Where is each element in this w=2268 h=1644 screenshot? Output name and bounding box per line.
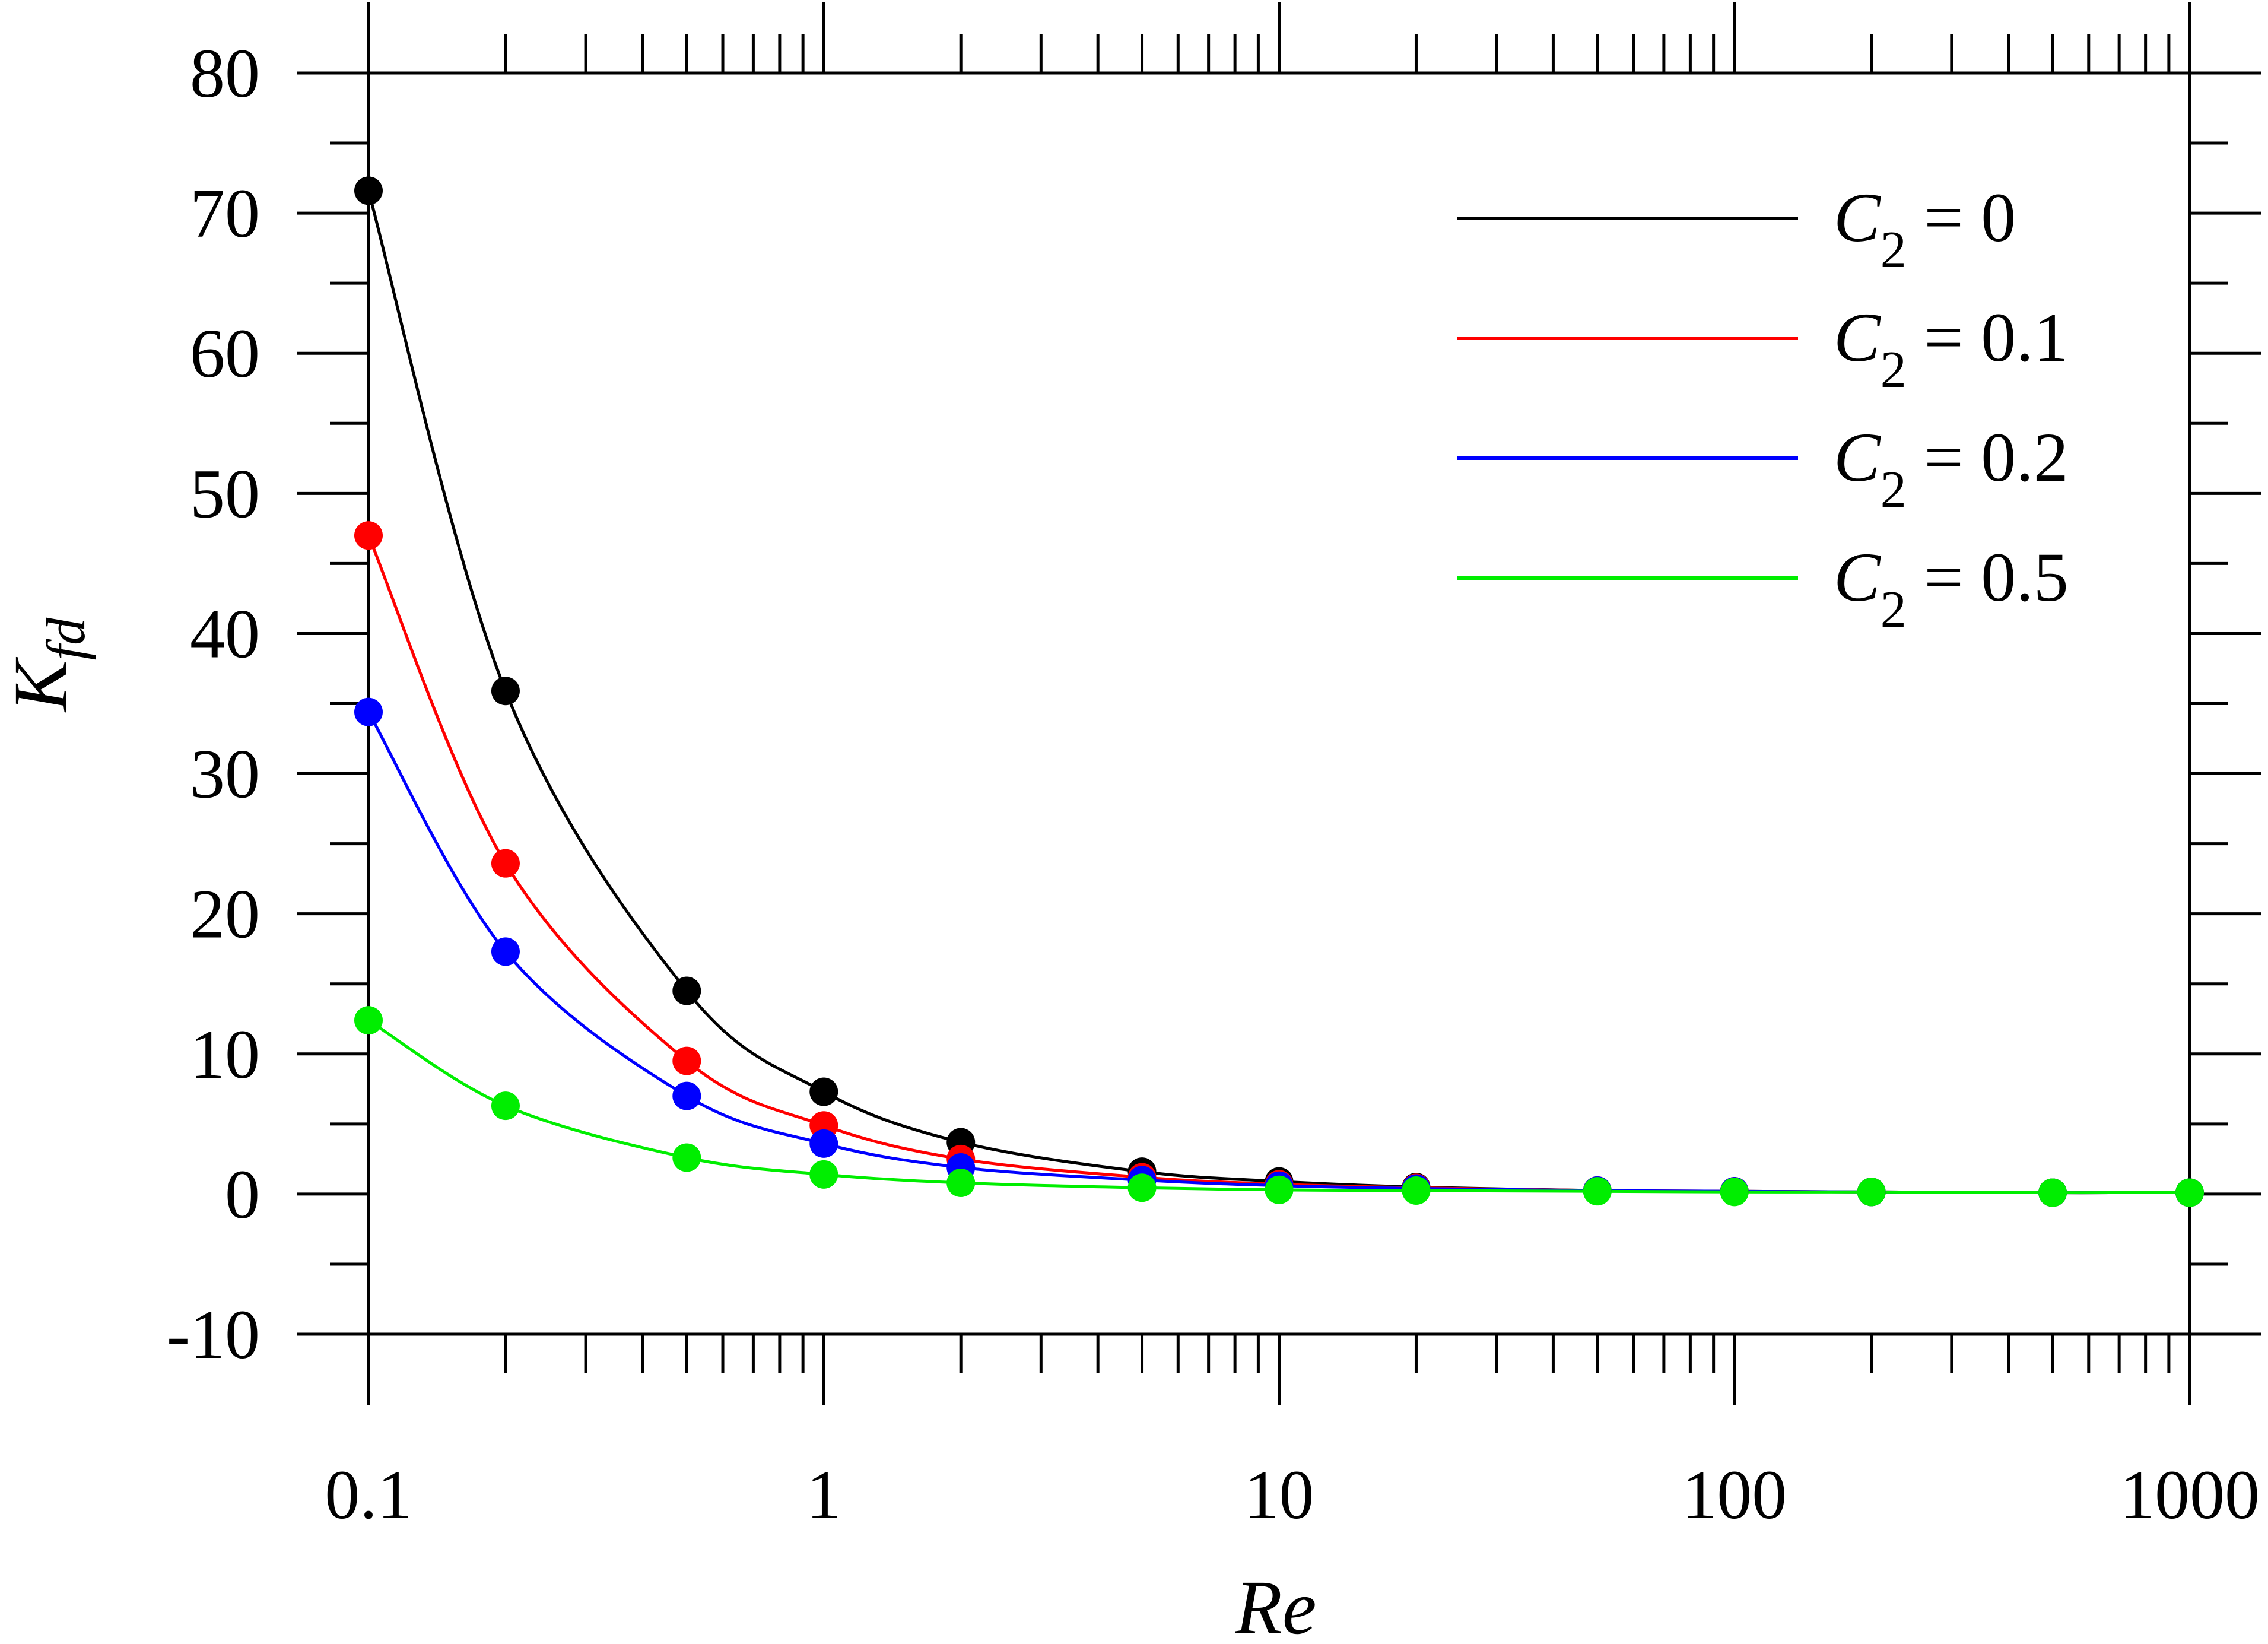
data-point	[354, 697, 383, 726]
x-axis-title: Re	[1234, 1565, 1316, 1644]
axes	[367, 71, 2191, 1336]
data-point	[672, 1081, 701, 1110]
y-tick-label: 60	[190, 315, 260, 392]
data-point	[1857, 1178, 1886, 1207]
data-point	[354, 1006, 383, 1035]
legend-label-subscript: 2	[1881, 581, 1907, 639]
data-point	[672, 1143, 701, 1172]
y-tick-label: 20	[190, 875, 260, 953]
data-point	[946, 1169, 976, 1197]
data-point	[491, 849, 520, 878]
data-point	[2175, 1178, 2204, 1207]
legend-label-base: C	[1834, 418, 1881, 496]
x-tick-label: 10	[1244, 1456, 1314, 1534]
data-point	[491, 1091, 520, 1121]
data-point	[354, 176, 383, 205]
data-point	[809, 1160, 838, 1189]
y-axis-title-subscript: fd	[36, 617, 96, 661]
data-point	[1265, 1175, 1294, 1204]
data-point	[491, 937, 520, 966]
data-point	[672, 976, 701, 1005]
legend-label-value: = 0.1	[1907, 299, 2069, 376]
data-point	[1583, 1177, 1612, 1206]
y-axis-title: Kfd	[0, 617, 96, 713]
x-tick-label: 0.1	[325, 1456, 412, 1534]
series-points	[354, 176, 2204, 1207]
legend-label-value: = 0.2	[1907, 418, 2069, 496]
data-point	[1127, 1173, 1157, 1202]
x-tick-label: 1000	[2120, 1456, 2260, 1534]
legend-label-base: C	[1834, 179, 1881, 256]
data-point	[354, 521, 383, 550]
data-point	[1720, 1178, 1749, 1207]
y-axis-title-base: K	[0, 656, 84, 713]
plot-frame	[367, 71, 2191, 1336]
legend-label-base: C	[1834, 538, 1881, 616]
y-tick-label: 80	[190, 34, 260, 112]
data-point	[672, 1046, 701, 1075]
y-tick-label: -10	[167, 1296, 260, 1373]
legend-label: C2 = 0	[1834, 179, 2016, 279]
legend-label: C2 = 0.2	[1834, 418, 2069, 519]
legend-label-value: = 0	[1907, 179, 2016, 256]
series-line	[367, 1018, 2190, 1195]
y-tick-label: 30	[190, 735, 260, 813]
legend-label-subscript: 2	[1881, 461, 1907, 519]
y-tick-label: 50	[190, 455, 260, 532]
legend: C2 = 0C2 = 0.1C2 = 0.2C2 = 0.5	[1457, 179, 2069, 639]
y-tick-label: 10	[190, 1015, 260, 1093]
legend-label-subscript: 2	[1881, 341, 1907, 399]
data-point	[809, 1129, 838, 1158]
legend-label: C2 = 0.5	[1834, 538, 2069, 639]
y-tick-label: 0	[225, 1156, 260, 1233]
legend-label-base: C	[1834, 299, 1881, 376]
data-point	[809, 1077, 838, 1106]
y-tick-label: 70	[190, 174, 260, 252]
series-line	[367, 535, 2190, 1195]
x-tick-label: 100	[1682, 1456, 1787, 1534]
x-tick-label: 1	[806, 1456, 841, 1534]
data-point	[2038, 1178, 2067, 1207]
series-line	[367, 711, 2190, 1195]
tick-labels: -10 0 10 20 30 40 50 60 70 80 0.1 1 10 100 1000	[167, 34, 2260, 1534]
data-point	[1402, 1176, 1431, 1205]
y-tick-label: 40	[190, 595, 260, 672]
legend-label-value: = 0.5	[1907, 538, 2069, 616]
data-point	[491, 677, 520, 706]
legend-label: C2 = 0.1	[1834, 299, 2069, 399]
legend-label-subscript: 2	[1881, 221, 1907, 279]
